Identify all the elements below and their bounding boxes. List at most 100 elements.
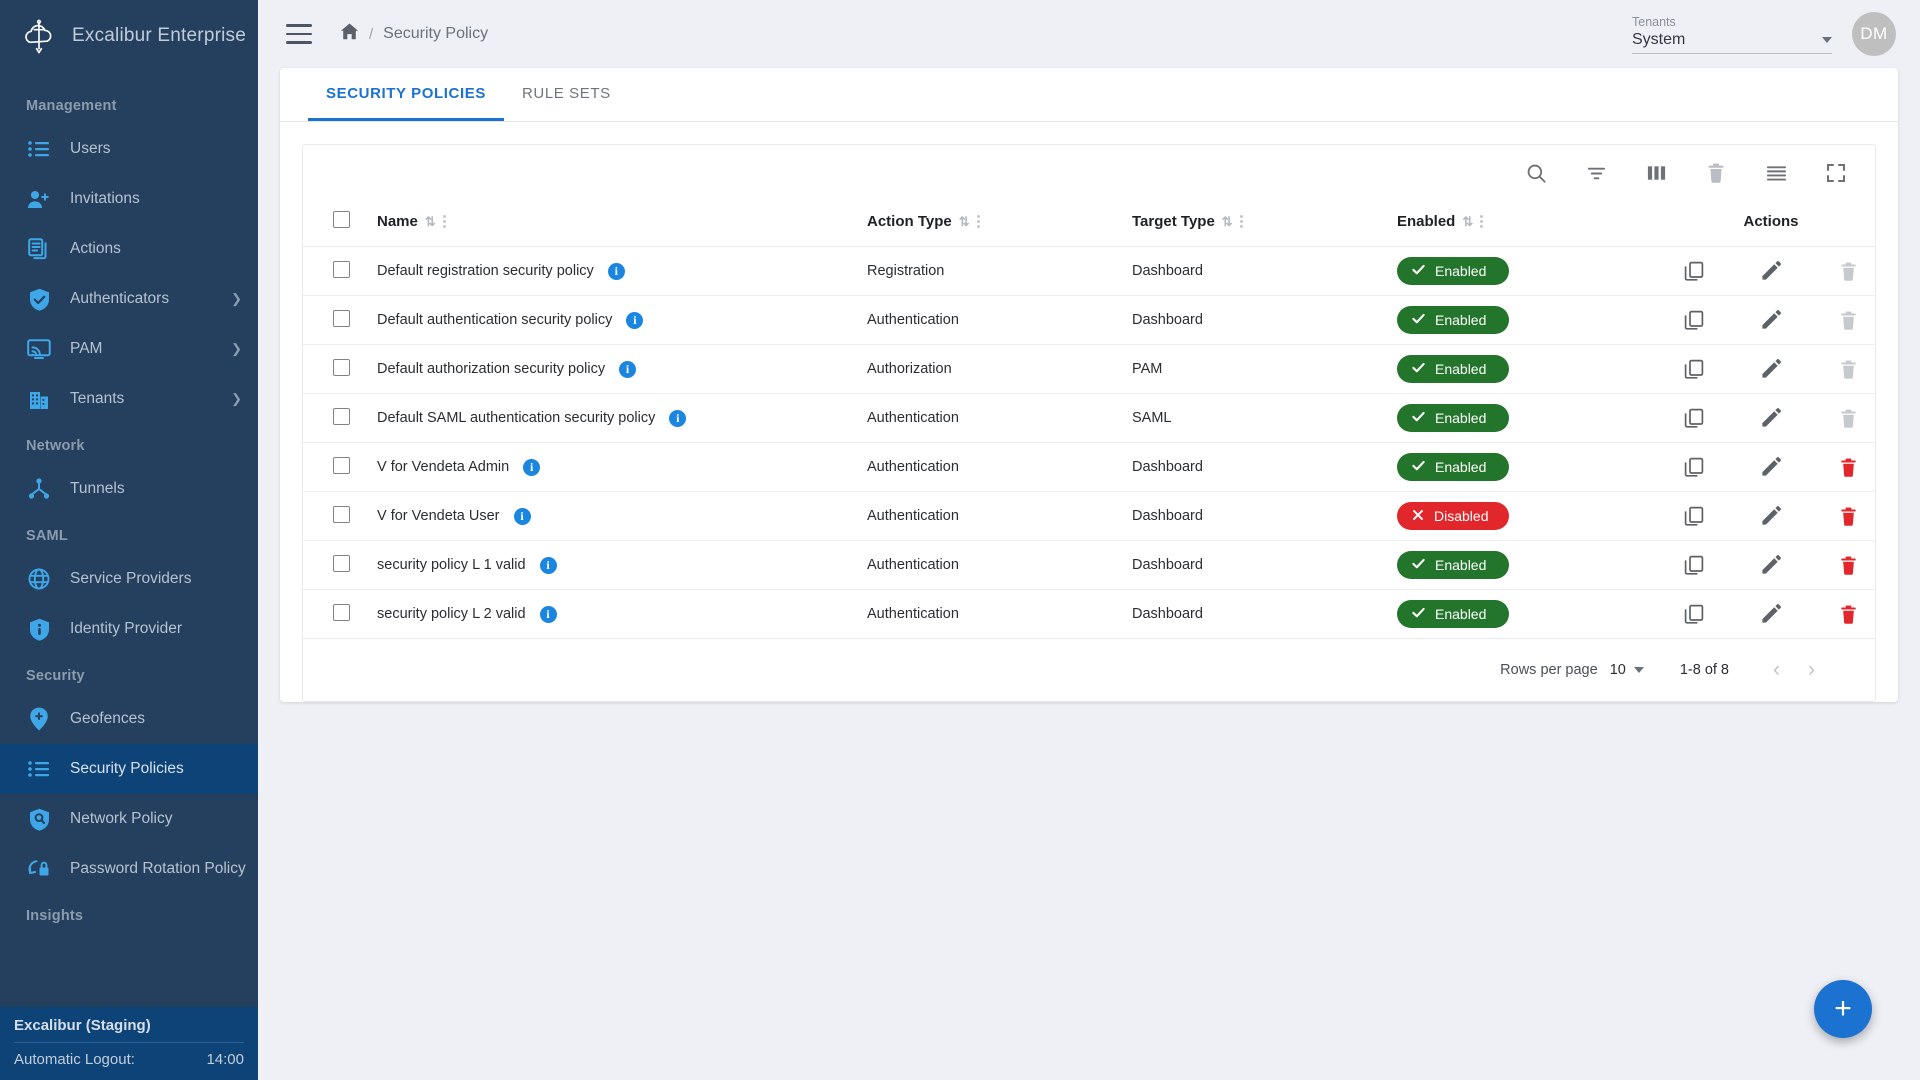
previous-page-button[interactable]: ‹ bbox=[1773, 658, 1780, 681]
sort-icon[interactable]: ⇅ bbox=[958, 213, 970, 229]
chevron-down-icon[interactable] bbox=[1633, 667, 1644, 673]
sidebar-item-security-policies[interactable]: Security Policies bbox=[0, 744, 258, 794]
sidebar-item-geofences[interactable]: Geofences bbox=[0, 694, 258, 744]
filter-icon[interactable] bbox=[1583, 160, 1609, 186]
duplicate-button[interactable] bbox=[1683, 505, 1705, 527]
hamburger-icon[interactable] bbox=[286, 24, 312, 44]
select-all-checkbox[interactable] bbox=[333, 211, 350, 228]
home-icon[interactable] bbox=[340, 22, 359, 46]
cell-enabled: Enabled bbox=[1397, 344, 1667, 394]
row-checkbox[interactable] bbox=[333, 260, 350, 278]
sort-icon[interactable]: ⇅ bbox=[1221, 213, 1233, 229]
search-icon[interactable] bbox=[1523, 160, 1549, 186]
table-row[interactable]: security policy L 1 valid i Authentication… bbox=[303, 540, 1875, 590]
table-row[interactable]: Default SAML authentication security pol… bbox=[303, 393, 1875, 443]
fullscreen-icon[interactable] bbox=[1823, 160, 1849, 186]
cell-name: security policy L 1 valid i bbox=[377, 540, 867, 590]
column-menu-icon[interactable] bbox=[976, 215, 980, 228]
duplicate-button[interactable] bbox=[1683, 456, 1705, 478]
table-row[interactable]: security policy L 2 valid i Authentication… bbox=[303, 589, 1875, 639]
delete-button[interactable] bbox=[1837, 603, 1859, 625]
delete-button[interactable] bbox=[1837, 456, 1859, 478]
next-page-button[interactable]: › bbox=[1808, 658, 1815, 681]
column-header-action-type[interactable]: Action Type ⇅ bbox=[867, 201, 1132, 247]
edit-button[interactable] bbox=[1760, 309, 1782, 331]
shield-check-icon bbox=[26, 287, 52, 311]
table-row[interactable]: V for Vendeta Admin i Authentication Dashbo… bbox=[303, 442, 1875, 492]
sidebar-item-identity-provider[interactable]: Identity Provider bbox=[0, 604, 258, 654]
info-icon[interactable]: i bbox=[607, 262, 625, 280]
sidebar-item-pam[interactable]: PAM ❯ bbox=[0, 324, 258, 374]
edit-button[interactable] bbox=[1760, 456, 1782, 478]
sidebar-item-invitations[interactable]: Invitations bbox=[0, 174, 258, 224]
duplicate-button[interactable] bbox=[1683, 309, 1705, 331]
edit-button[interactable] bbox=[1760, 358, 1782, 380]
info-icon[interactable]: i bbox=[619, 360, 637, 378]
cell-target-type: Dashboard bbox=[1132, 540, 1397, 590]
edit-button[interactable] bbox=[1760, 603, 1782, 625]
row-checkbox[interactable] bbox=[333, 309, 350, 327]
edit-button[interactable] bbox=[1760, 505, 1782, 527]
policy-name: V for Vendeta User bbox=[377, 508, 500, 524]
duplicate-button[interactable] bbox=[1683, 554, 1705, 576]
row-checkbox[interactable] bbox=[333, 407, 350, 425]
column-menu-icon[interactable] bbox=[1239, 215, 1243, 228]
row-checkbox[interactable] bbox=[333, 505, 350, 523]
sidebar-item-service-providers[interactable]: Service Providers bbox=[0, 554, 258, 604]
sort-icon[interactable]: ⇅ bbox=[1462, 213, 1474, 229]
duplicate-button[interactable] bbox=[1683, 407, 1705, 429]
sidebar-item-network-policy[interactable]: Network Policy bbox=[0, 794, 258, 844]
sidebar-item-password-rotation-policy[interactable]: Password Rotation Policy bbox=[0, 844, 258, 894]
table-row[interactable]: Default authorization security policy i Au… bbox=[303, 344, 1875, 394]
add-policy-fab[interactable]: + bbox=[1814, 980, 1872, 1038]
density-icon[interactable] bbox=[1763, 160, 1789, 186]
avatar[interactable]: DM bbox=[1852, 12, 1896, 56]
list-icon bbox=[26, 757, 52, 781]
main-area: / Security Policy Tenants System DM SECU… bbox=[258, 0, 1920, 1080]
row-checkbox[interactable] bbox=[333, 603, 350, 621]
info-icon[interactable]: i bbox=[669, 409, 687, 427]
rows-per-page-select[interactable]: 10 bbox=[1610, 662, 1644, 678]
tenant-value-row[interactable]: System bbox=[1632, 31, 1832, 54]
edit-button[interactable] bbox=[1760, 260, 1782, 282]
sidebar-item-tenants[interactable]: Tenants ❯ bbox=[0, 374, 258, 424]
delete-button[interactable] bbox=[1837, 505, 1859, 527]
table-row[interactable]: Default registration security policy i Reg… bbox=[303, 246, 1875, 296]
info-icon[interactable]: i bbox=[626, 311, 644, 329]
edit-button[interactable] bbox=[1760, 554, 1782, 576]
tab-security-policies[interactable]: SECURITY POLICIES bbox=[308, 68, 504, 121]
info-icon[interactable]: i bbox=[539, 605, 557, 623]
duplicate-button[interactable] bbox=[1683, 603, 1705, 625]
column-menu-icon[interactable] bbox=[1480, 215, 1484, 228]
row-checkbox[interactable] bbox=[333, 456, 350, 474]
delete-button[interactable] bbox=[1837, 554, 1859, 576]
tenant-selector[interactable]: Tenants System bbox=[1632, 15, 1832, 54]
cell-action-type: Authentication bbox=[867, 295, 1132, 345]
info-icon[interactable]: i bbox=[523, 458, 541, 476]
sort-icon[interactable]: ⇅ bbox=[424, 213, 436, 229]
chevron-down-icon[interactable] bbox=[1822, 36, 1832, 43]
edit-button[interactable] bbox=[1760, 407, 1782, 429]
avatar-initials: DM bbox=[1860, 24, 1888, 43]
sidebar-item-tunnels[interactable]: Tunnels bbox=[0, 464, 258, 514]
row-checkbox[interactable] bbox=[333, 554, 350, 572]
column-header-name[interactable]: Name ⇅ bbox=[377, 201, 867, 247]
info-icon[interactable]: i bbox=[513, 507, 531, 525]
row-checkbox[interactable] bbox=[333, 358, 350, 376]
table-row[interactable]: Default authentication security policy i A… bbox=[303, 295, 1875, 345]
column-header-enabled[interactable]: Enabled ⇅ bbox=[1397, 201, 1667, 247]
tab-rule-sets[interactable]: RULE SETS bbox=[504, 68, 629, 121]
row-select-cell bbox=[303, 491, 377, 541]
column-header-target-type[interactable]: Target Type ⇅ bbox=[1132, 201, 1397, 247]
duplicate-button[interactable] bbox=[1683, 358, 1705, 380]
sidebar-item-actions[interactable]: Actions bbox=[0, 224, 258, 274]
sidebar-item-users[interactable]: Users bbox=[0, 124, 258, 174]
duplicate-button[interactable] bbox=[1683, 260, 1705, 282]
trash-icon[interactable] bbox=[1703, 160, 1729, 186]
table-row[interactable]: V for Vendeta User i Authentication Dashboa… bbox=[303, 491, 1875, 541]
sidebar-item-authenticators[interactable]: Authenticators ❯ bbox=[0, 274, 258, 324]
column-menu-icon[interactable] bbox=[442, 215, 446, 228]
policy-name: Default registration security policy bbox=[377, 263, 594, 279]
columns-icon[interactable] bbox=[1643, 160, 1669, 186]
info-icon[interactable]: i bbox=[539, 556, 557, 574]
